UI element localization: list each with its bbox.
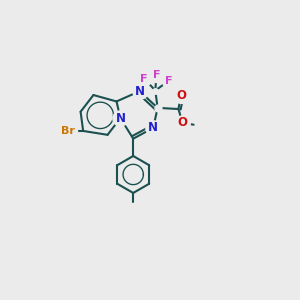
Text: Br: Br: [61, 126, 75, 136]
Text: F: F: [165, 76, 172, 86]
Text: F: F: [153, 70, 160, 80]
Text: N: N: [116, 112, 125, 124]
Text: N: N: [135, 85, 145, 98]
Text: O: O: [178, 116, 188, 129]
Text: O: O: [176, 89, 186, 102]
Text: N: N: [148, 122, 158, 134]
Text: F: F: [140, 74, 148, 83]
